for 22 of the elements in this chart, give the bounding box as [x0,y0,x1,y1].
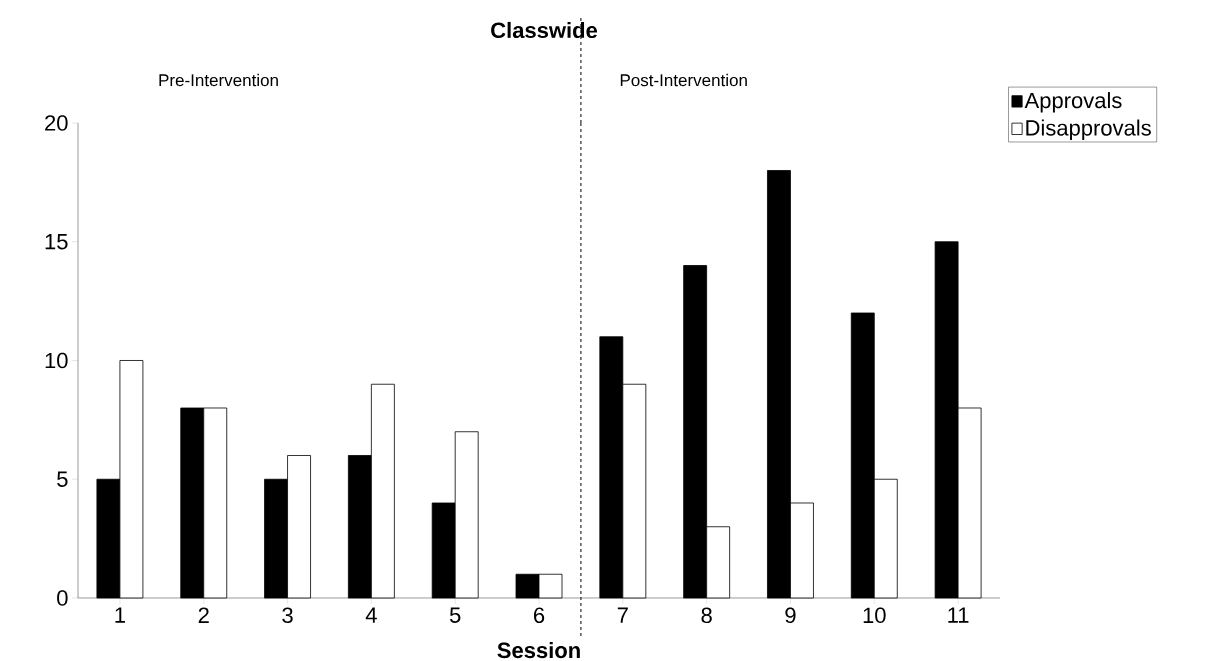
x-tick-label: 1 [115,607,125,623]
y-tick-label: 10 [45,352,68,369]
chart-title: Classwide [491,21,598,38]
text: Post-Intervention [620,73,747,87]
x-axis-title: Session [497,641,580,658]
y-tick-label: 5 [57,471,68,487]
x-tick-label: 6 [534,607,545,623]
x-tick-label: 9 [785,607,796,623]
y-tick-label: 15 [45,233,68,250]
x-tick-label: 8 [701,607,712,623]
y-tick-label: 20 [45,114,68,131]
y-tick-label: 0 [57,589,68,606]
x-tick-label: 5 [449,607,461,623]
x-tick-label: 4 [365,607,377,623]
text: Pre-Intervention [159,73,278,87]
legend-label: Disapprovals [1026,119,1151,140]
x-tick-label: 7 [617,607,628,623]
x-tick-label: 10 [863,607,886,623]
x-tick-label: 3 [282,607,293,623]
legend-label: Approvals [1024,91,1122,113]
x-tick-label: 11 [948,607,969,623]
x-tick-label: 2 [198,607,209,623]
